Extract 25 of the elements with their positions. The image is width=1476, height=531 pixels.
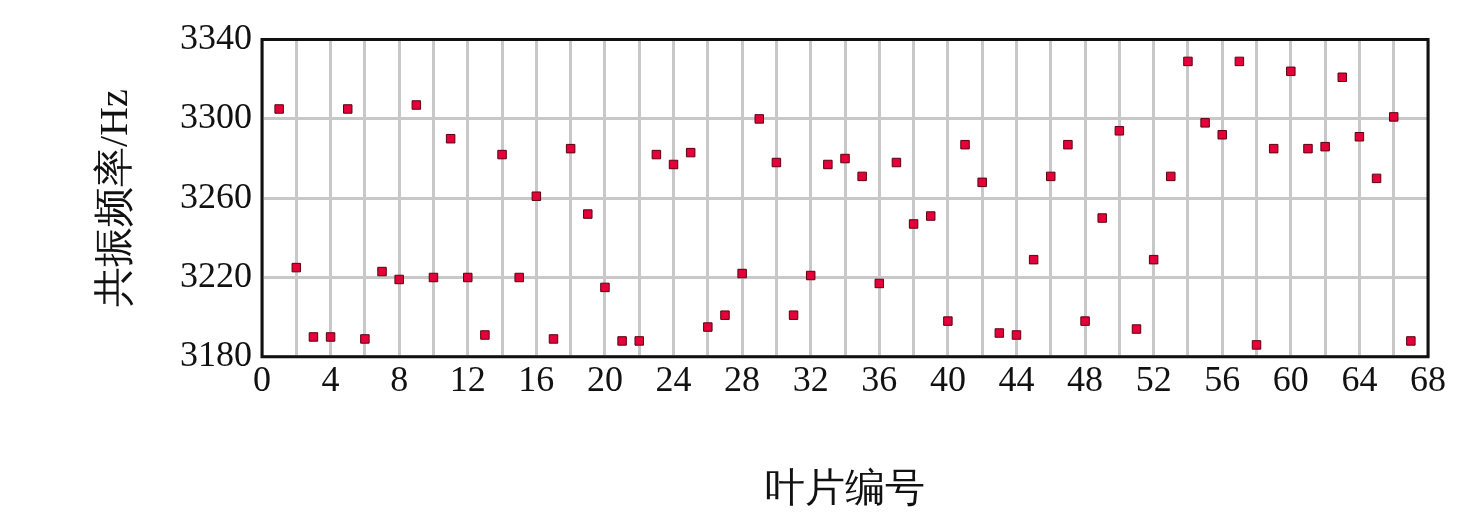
x-tick-label: 0 [253,358,271,399]
x-tick-label: 44 [998,358,1035,399]
x-tick-label: 20 [586,358,623,399]
x-tick-label: 36 [861,358,898,399]
x-tick-label: 64 [1341,358,1378,399]
x-tick-label: 48 [1067,358,1104,399]
y-axis-title: 共振频率/Hz [90,89,136,308]
y-tick-label: 3300 [180,96,252,137]
x-tick-label: 56 [1204,358,1241,399]
x-tick-label: 16 [518,358,555,399]
y-tick-label: 3260 [180,175,252,216]
x-axis-title: 叶片编号 [765,464,925,510]
y-tick-label: 3340 [180,17,252,58]
x-tick-label: 28 [724,358,761,399]
x-tick-label: 68 [1410,358,1446,399]
x-tick-label: 24 [655,358,692,399]
x-tick-label: 60 [1272,358,1309,399]
x-tick-label: 8 [390,358,409,399]
y-tick-label: 3180 [180,334,252,375]
x-tick-label: 12 [449,358,486,399]
y-tick-label: 3220 [180,254,252,295]
x-tick-label: 4 [321,358,340,399]
x-tick-label: 32 [792,358,829,399]
x-tick-label: 52 [1135,358,1172,399]
x-tick-label: 40 [929,358,966,399]
